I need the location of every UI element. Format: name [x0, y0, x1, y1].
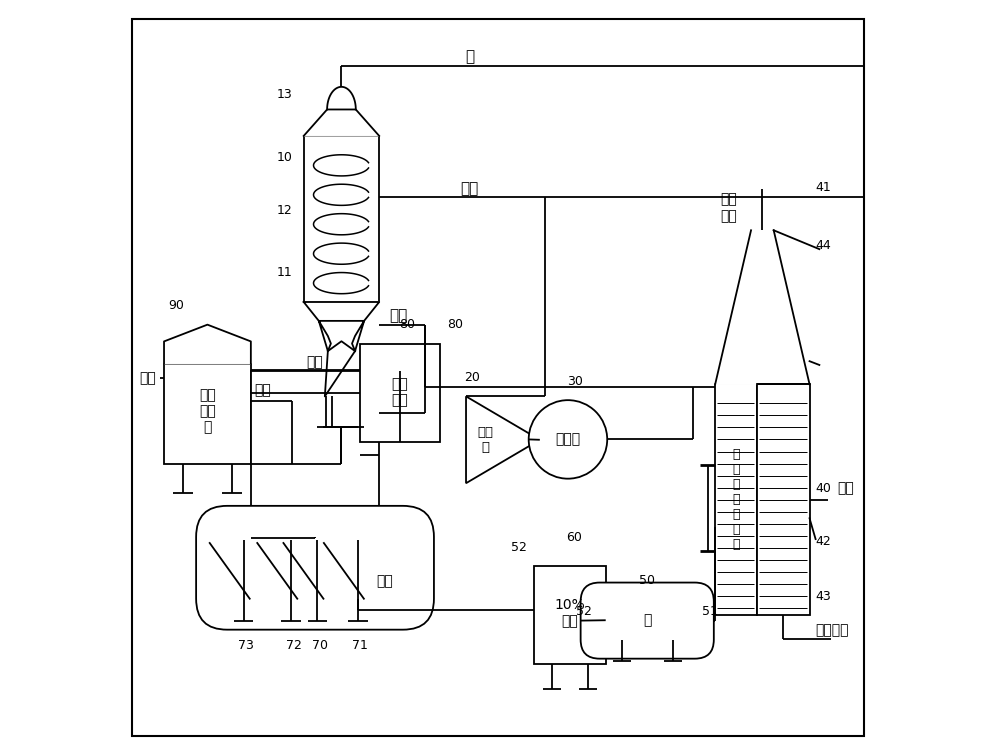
Text: 发电机: 发电机	[555, 433, 581, 446]
Text: 氨气: 氨气	[377, 575, 393, 588]
Text: 10%
氨水: 10% 氨水	[554, 598, 585, 628]
Polygon shape	[466, 396, 540, 483]
Text: 蒸汽: 蒸汽	[461, 180, 479, 196]
Text: 氢气: 氢气	[307, 356, 323, 369]
Text: 52: 52	[511, 541, 527, 554]
Text: 50: 50	[639, 574, 655, 587]
Text: 70: 70	[312, 639, 328, 652]
Text: 51: 51	[702, 605, 718, 618]
Text: 41: 41	[816, 181, 831, 195]
Text: 氧气: 氧气	[255, 383, 271, 397]
Text: 泵: 泵	[643, 614, 651, 627]
Text: 空气
分离
机: 空气 分离 机	[199, 388, 216, 434]
Text: 二
氧
化
碳
吸
收
塔: 二 氧 化 碳 吸 收 塔	[732, 448, 740, 551]
Text: 尾气: 尾气	[389, 308, 407, 323]
Text: 60: 60	[566, 531, 582, 544]
Polygon shape	[325, 351, 355, 396]
Polygon shape	[304, 109, 379, 136]
FancyBboxPatch shape	[196, 506, 434, 630]
Bar	[757, 384, 810, 615]
Bar	[715, 384, 757, 615]
Text: 73: 73	[238, 639, 254, 652]
Text: 碳酸氢铵: 碳酸氢铵	[816, 624, 849, 637]
Text: 30: 30	[568, 374, 583, 388]
Text: 裂解
烷烃: 裂解 烷烃	[392, 378, 408, 408]
Polygon shape	[164, 325, 251, 364]
Bar	[164, 364, 251, 464]
Text: 40: 40	[816, 482, 831, 495]
Text: 71: 71	[352, 639, 368, 652]
Text: 80: 80	[400, 318, 416, 331]
Text: 其他
气体: 其他 气体	[720, 193, 737, 223]
Bar	[251, 371, 379, 538]
Bar	[304, 136, 379, 302]
Text: 90: 90	[168, 299, 184, 313]
Text: 尾气: 尾气	[837, 481, 854, 495]
Text: 12: 12	[277, 204, 293, 217]
Circle shape	[529, 400, 607, 479]
Text: 72: 72	[286, 639, 301, 652]
Bar	[360, 344, 440, 442]
Text: 汽轮
机: 汽轮 机	[477, 426, 493, 454]
Text: 氮气: 氮气	[140, 371, 156, 385]
Text: 10: 10	[277, 151, 293, 164]
Text: 11: 11	[277, 266, 293, 279]
Polygon shape	[304, 302, 379, 351]
Text: 44: 44	[816, 239, 831, 252]
Text: 80: 80	[447, 318, 463, 331]
Bar	[534, 566, 606, 664]
Text: 43: 43	[816, 590, 831, 603]
Polygon shape	[327, 87, 356, 109]
FancyBboxPatch shape	[581, 583, 714, 658]
Text: 13: 13	[277, 88, 293, 101]
Text: 42: 42	[816, 535, 831, 548]
Text: 52: 52	[576, 605, 592, 618]
Text: 水: 水	[465, 49, 474, 64]
Text: 20: 20	[464, 371, 480, 384]
Polygon shape	[715, 230, 810, 384]
